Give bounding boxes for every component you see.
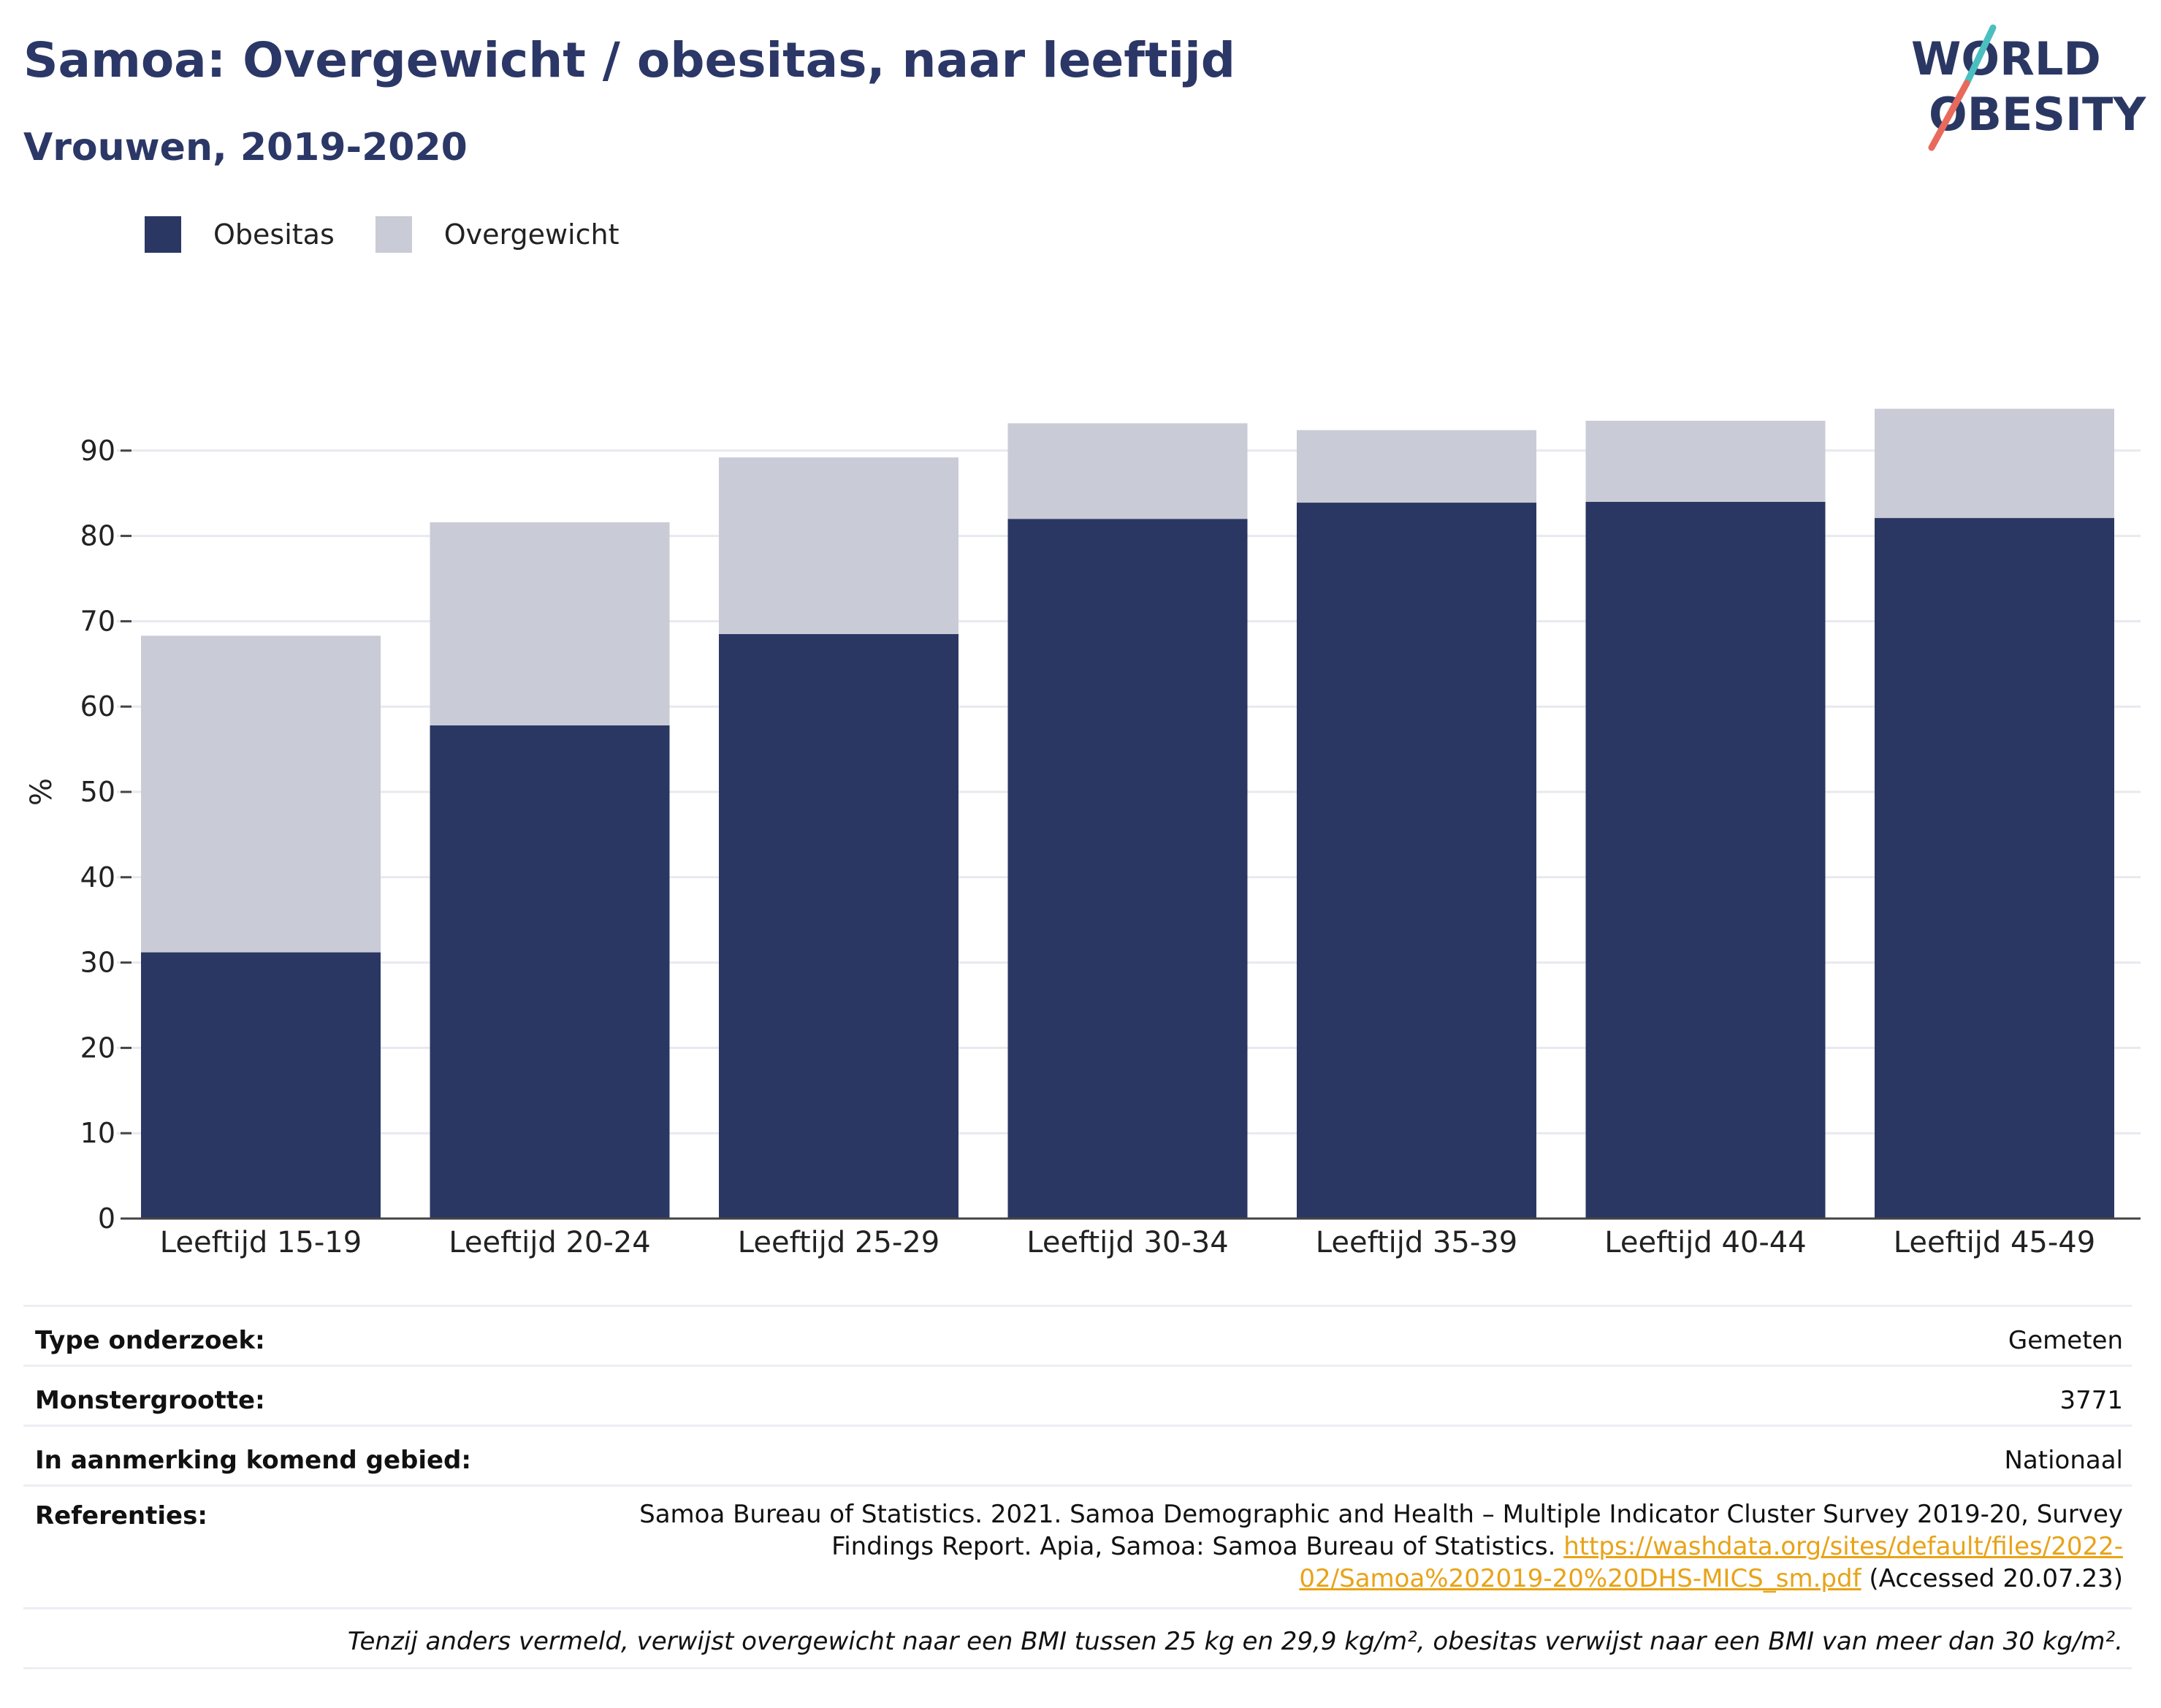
- info-row-area: In aanmerking komend gebied: Nationaal: [23, 1425, 2132, 1485]
- info-row-references: Referenties: Samoa Bureau of Statistics.…: [23, 1484, 2132, 1608]
- bar-overgewicht-3: [719, 457, 958, 634]
- sample-size-label: Monstergrootte:: [35, 1386, 265, 1415]
- footnote: Tenzij anders vermeld, verwijst overgewi…: [347, 1627, 2123, 1656]
- legend-swatch-overgewicht: [375, 216, 412, 253]
- y-tick-label-90: 90: [80, 435, 115, 467]
- y-tick-label-80: 80: [80, 520, 115, 552]
- bar-obesitas-7: [1875, 518, 2114, 1219]
- y-tick-label-50: 50: [80, 776, 115, 808]
- logo-line1: WORLD: [1911, 32, 2101, 85]
- references-link[interactable]: https://washdata.org/sites/default/files…: [1299, 1532, 2123, 1593]
- y-axis-label: %: [25, 778, 58, 806]
- bar-obesitas-3: [719, 633, 958, 1219]
- references-citation: Samoa Bureau of Statistics. 2021. Samoa …: [639, 1500, 2123, 1561]
- legend-swatch-obesitas: [145, 216, 181, 253]
- y-tick-label-30: 30: [80, 947, 115, 979]
- y-tick-label-20: 20: [80, 1032, 115, 1064]
- info-row-footnote: Tenzij anders vermeld, verwijst overgewi…: [23, 1607, 2132, 1668]
- bar-overgewicht-7: [1875, 408, 2114, 519]
- legend-label-obesitas: Obesitas: [213, 218, 335, 251]
- survey-type-value: Gemeten: [2008, 1326, 2123, 1355]
- logo-slash-bottom: [1928, 80, 1970, 151]
- info-row-sample-size: Monstergrootte: 3771: [23, 1365, 2132, 1425]
- y-tick-label-40: 40: [80, 861, 115, 893]
- x-tick-label-7: Leeftijd 45-49: [1894, 1226, 2095, 1259]
- bar-overgewicht-5: [1297, 430, 1536, 503]
- bar-overgewicht-1: [141, 636, 381, 953]
- chart-legend: Obesitas Overgewicht: [145, 216, 660, 253]
- legend-item-overgewicht[interactable]: Overgewicht: [375, 216, 620, 253]
- y-tick-label-60: 60: [80, 690, 115, 723]
- y-tick-label-0: 0: [98, 1202, 115, 1235]
- bar-obesitas-2: [430, 725, 670, 1219]
- survey-type-label: Type onderzoek:: [35, 1326, 265, 1355]
- references-label: Referenties:: [35, 1501, 207, 1530]
- bar-obesitas-6: [1585, 501, 1826, 1219]
- info-row-survey-type: Type onderzoek: Gemeten: [23, 1305, 2132, 1365]
- x-tick-label-5: Leeftijd 35-39: [1316, 1226, 1517, 1259]
- references-text: Samoa Bureau of Statistics. 2021. Samoa …: [618, 1498, 2123, 1595]
- logo-line2: OBESITY: [1929, 88, 2146, 141]
- bar-overgewicht-4: [1007, 423, 1248, 519]
- chart-title: Samoa: Overgewicht / obesitas, naar leef…: [23, 32, 1236, 88]
- info-table: Type onderzoek: Gemeten Monstergrootte: …: [23, 1305, 2132, 1685]
- info-bottom-line: [23, 1667, 2132, 1669]
- x-tick-label-6: Leeftijd 40-44: [1604, 1226, 1806, 1259]
- logo-slash-top: [1963, 24, 1997, 87]
- world-obesity-logo: WORLD OBESITY: [1911, 24, 2146, 151]
- y-tick-label-10: 10: [80, 1117, 115, 1149]
- bar-overgewicht-2: [430, 522, 670, 725]
- area-label: In aanmerking komend gebied:: [35, 1446, 471, 1475]
- y-tick-label-70: 70: [80, 605, 115, 637]
- sample-size-value: 3771: [2059, 1386, 2123, 1415]
- x-tick-label-1: Leeftijd 15-19: [160, 1226, 362, 1259]
- bar-obesitas-1: [141, 952, 381, 1219]
- bar-obesitas-5: [1297, 503, 1536, 1219]
- x-tick-label-4: Leeftijd 30-34: [1026, 1226, 1228, 1259]
- legend-item-obesitas[interactable]: Obesitas: [145, 216, 335, 253]
- area-value: Nationaal: [2004, 1446, 2123, 1475]
- references-accessed: (Accessed 20.07.23): [1869, 1564, 2123, 1593]
- bar-chart: 0 10 20 30 40 50 60 70 80 90% Leeftijd 15-19 Leefti…: [25, 408, 2141, 1259]
- chart-subtitle: Vrouwen, 2019-2020: [23, 126, 468, 169]
- x-tick-label-2: Leeftijd 20-24: [449, 1226, 650, 1259]
- bar-overgewicht-6: [1585, 420, 1826, 502]
- x-tick-label-3: Leeftijd 25-29: [738, 1226, 940, 1259]
- bar-obesitas-4: [1007, 519, 1248, 1219]
- legend-label-overgewicht: Overgewicht: [443, 218, 620, 251]
